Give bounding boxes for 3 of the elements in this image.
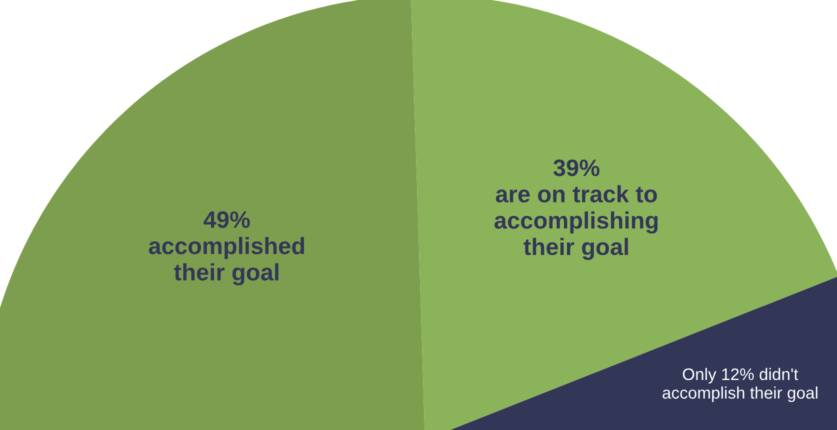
slice-label: Only 12% didn't accomplish their goal (662, 368, 818, 402)
slice-label: 39% are on track to accomplishing their goal (494, 159, 658, 260)
slice-label: 49% accomplished their goal (148, 211, 304, 286)
